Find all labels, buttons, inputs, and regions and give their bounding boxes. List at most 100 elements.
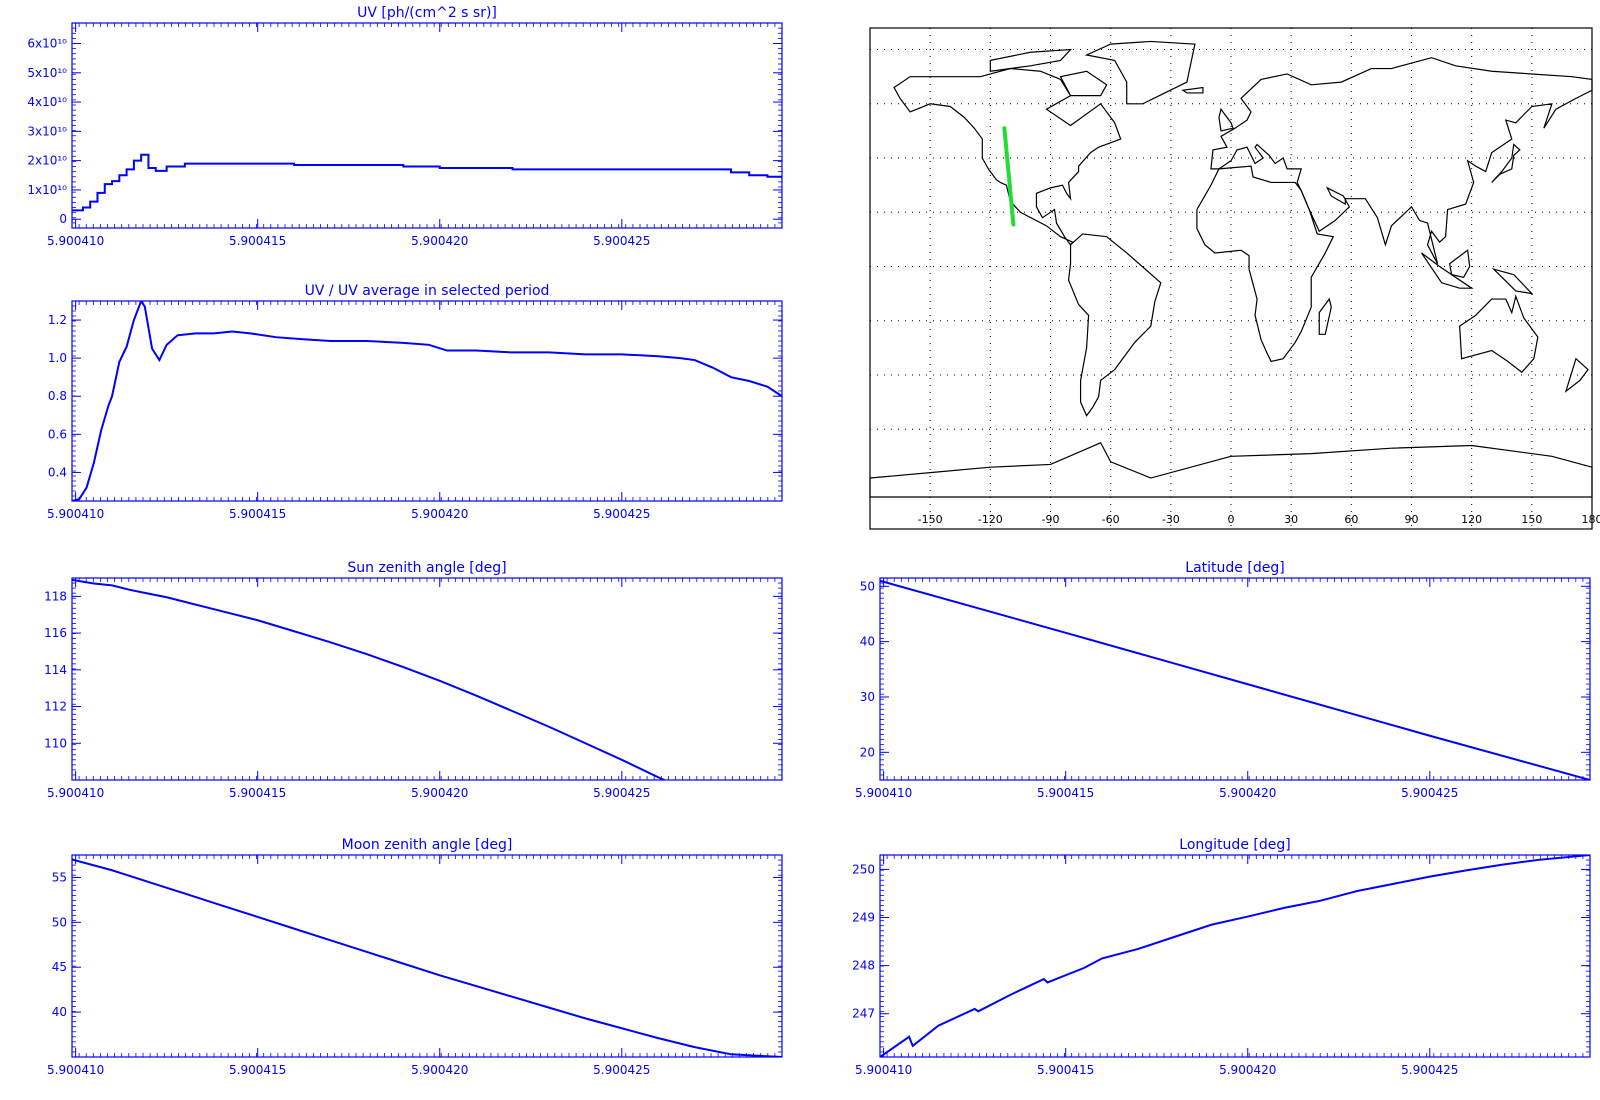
map-lon-label: -30 [1162,513,1180,526]
map-lon-label: -120 [978,513,1003,526]
x-tick-label: 5.900410 [47,234,104,248]
landmass-eurasia [1210,57,1593,265]
x-tick-label: 5.900410 [855,786,912,800]
x-tick-label: 5.900425 [593,786,650,800]
x-tick-label: 5.900420 [411,507,468,521]
map-lon-label: -60 [1102,513,1120,526]
y-tick-label: 4x10¹⁰ [27,95,67,109]
x-tick-label: 5.900420 [411,234,468,248]
panel-title: Longitude [deg] [1179,837,1290,853]
y-tick-label: 20 [860,745,875,759]
panel-longitude: Longitude [deg] 5.900410 5.900415 5.900420 5… [852,837,1591,1077]
y-tick-label: 0.8 [48,389,67,403]
series-line [72,858,782,1057]
series-line [72,153,782,212]
world-map: -150 -120 -90 -60 -30 0 30 60 90 120 150 180 [869,27,1600,530]
landmass-borneo [1448,249,1471,279]
y-tick-label: 50 [52,915,67,929]
y-tick-label: 40 [52,1005,67,1019]
landmass-new-zealand [1564,357,1589,393]
y-tick-label: 1x10¹⁰ [27,183,67,197]
y-tick-label: 114 [44,663,67,677]
x-tick-label: 5.900415 [229,507,286,521]
panel-title: Sun zenith angle [deg] [347,560,506,576]
y-tick-label: 6x10¹⁰ [27,37,67,51]
y-tick-label: 249 [852,911,875,925]
y-tick-label: 118 [44,589,67,603]
series-line [72,301,782,501]
landmass-uk [1218,107,1234,132]
panel-sun-zenith: Sun zenith angle [deg] 5.900410 5.900415 5.… [44,560,783,800]
y-tick-label: 55 [52,870,67,884]
panel-latitude: Latitude [deg] 5.900410 5.900415 5.900420 5.… [855,560,1591,800]
y-tick-label: 1.2 [48,313,67,327]
x-tick-label: 5.900415 [1037,1063,1094,1077]
y-tick-label: 2x10¹⁰ [27,154,67,168]
y-tick-label: 45 [52,960,67,974]
y-tick-label: 247 [852,1007,875,1021]
y-tick-label: 250 [852,862,875,876]
y-tick-label: 50 [860,579,875,593]
series-line [72,578,667,780]
y-tick-label: 0.6 [48,427,67,441]
panel-uv: UV [ph/(cm^2 s sr)] 5.900410 5.900415 5.900… [27,5,783,248]
y-tick-label: 0 [59,212,67,226]
plot-frame [71,22,783,229]
map-lon-label: 60 [1344,513,1358,526]
landmass-africa [1196,165,1335,363]
panel-title: Latitude [deg] [1185,560,1284,576]
map-lon-label: -150 [918,513,943,526]
y-tick-label: 248 [852,959,875,973]
landmass-iceland [1181,86,1204,94]
x-tick-label: 5.900420 [411,1063,468,1077]
x-tick-label: 5.900415 [229,786,286,800]
map-frame [869,27,1593,530]
x-tick-label: 5.900410 [855,1063,912,1077]
landmass-north-america [893,67,1122,246]
y-tick-label: 5x10¹⁰ [27,66,67,80]
x-tick-label: 5.900425 [593,507,650,521]
landmass-south-america [1067,233,1162,417]
y-tick-label: 116 [44,626,67,640]
x-tick-label: 5.900415 [1037,786,1094,800]
landmass-indonesia [1421,252,1474,289]
landmass-japan [1491,143,1521,183]
plot-frame [71,854,783,1058]
y-tick-label: 112 [44,700,67,714]
panel-moon-zenith: Moon zenith angle [deg] 5.900410 5.900415 5… [47,837,783,1077]
landmass-antarctica [869,441,1593,498]
series-line [880,855,1590,1057]
x-tick-label: 5.900420 [1219,786,1276,800]
x-tick-label: 5.900425 [1401,1063,1458,1077]
x-tick-label: 5.900410 [47,1063,104,1077]
landmass-arctic-isles [989,48,1073,72]
x-tick-label: 5.900415 [229,1063,286,1077]
x-tick-label: 5.900420 [411,786,468,800]
landmass-australia [1459,294,1539,374]
panel-title: UV / UV average in selected period [305,283,550,299]
x-tick-label: 5.900410 [47,507,104,521]
landmass-new-guinea [1491,268,1534,295]
landmass-madagascar [1318,297,1332,335]
landmass-greenland [1084,40,1196,105]
series-line [880,579,1590,780]
panel-uv-ratio: UV / UV average in selected period 5.9004… [47,283,783,521]
map-lon-label: 150 [1521,513,1542,526]
map-lon-label: 30 [1284,513,1298,526]
x-tick-label: 5.900425 [1401,786,1458,800]
map-lon-label: 120 [1461,513,1482,526]
y-tick-label: 0.4 [48,465,67,479]
map-lon-label: -90 [1042,513,1060,526]
map-lon-label: 180 [1582,513,1600,526]
plot-frame [71,300,783,502]
panel-title: UV [ph/(cm^2 s sr)] [357,5,497,21]
map-lon-label: 0 [1228,513,1235,526]
y-tick-label: 30 [860,690,875,704]
plot-frame [879,854,1591,1058]
y-tick-label: 3x10¹⁰ [27,124,67,138]
ground-track [1002,126,1016,227]
x-tick-label: 5.900415 [229,234,286,248]
y-tick-label: 40 [860,635,875,649]
y-tick-label: 1.0 [48,351,67,365]
